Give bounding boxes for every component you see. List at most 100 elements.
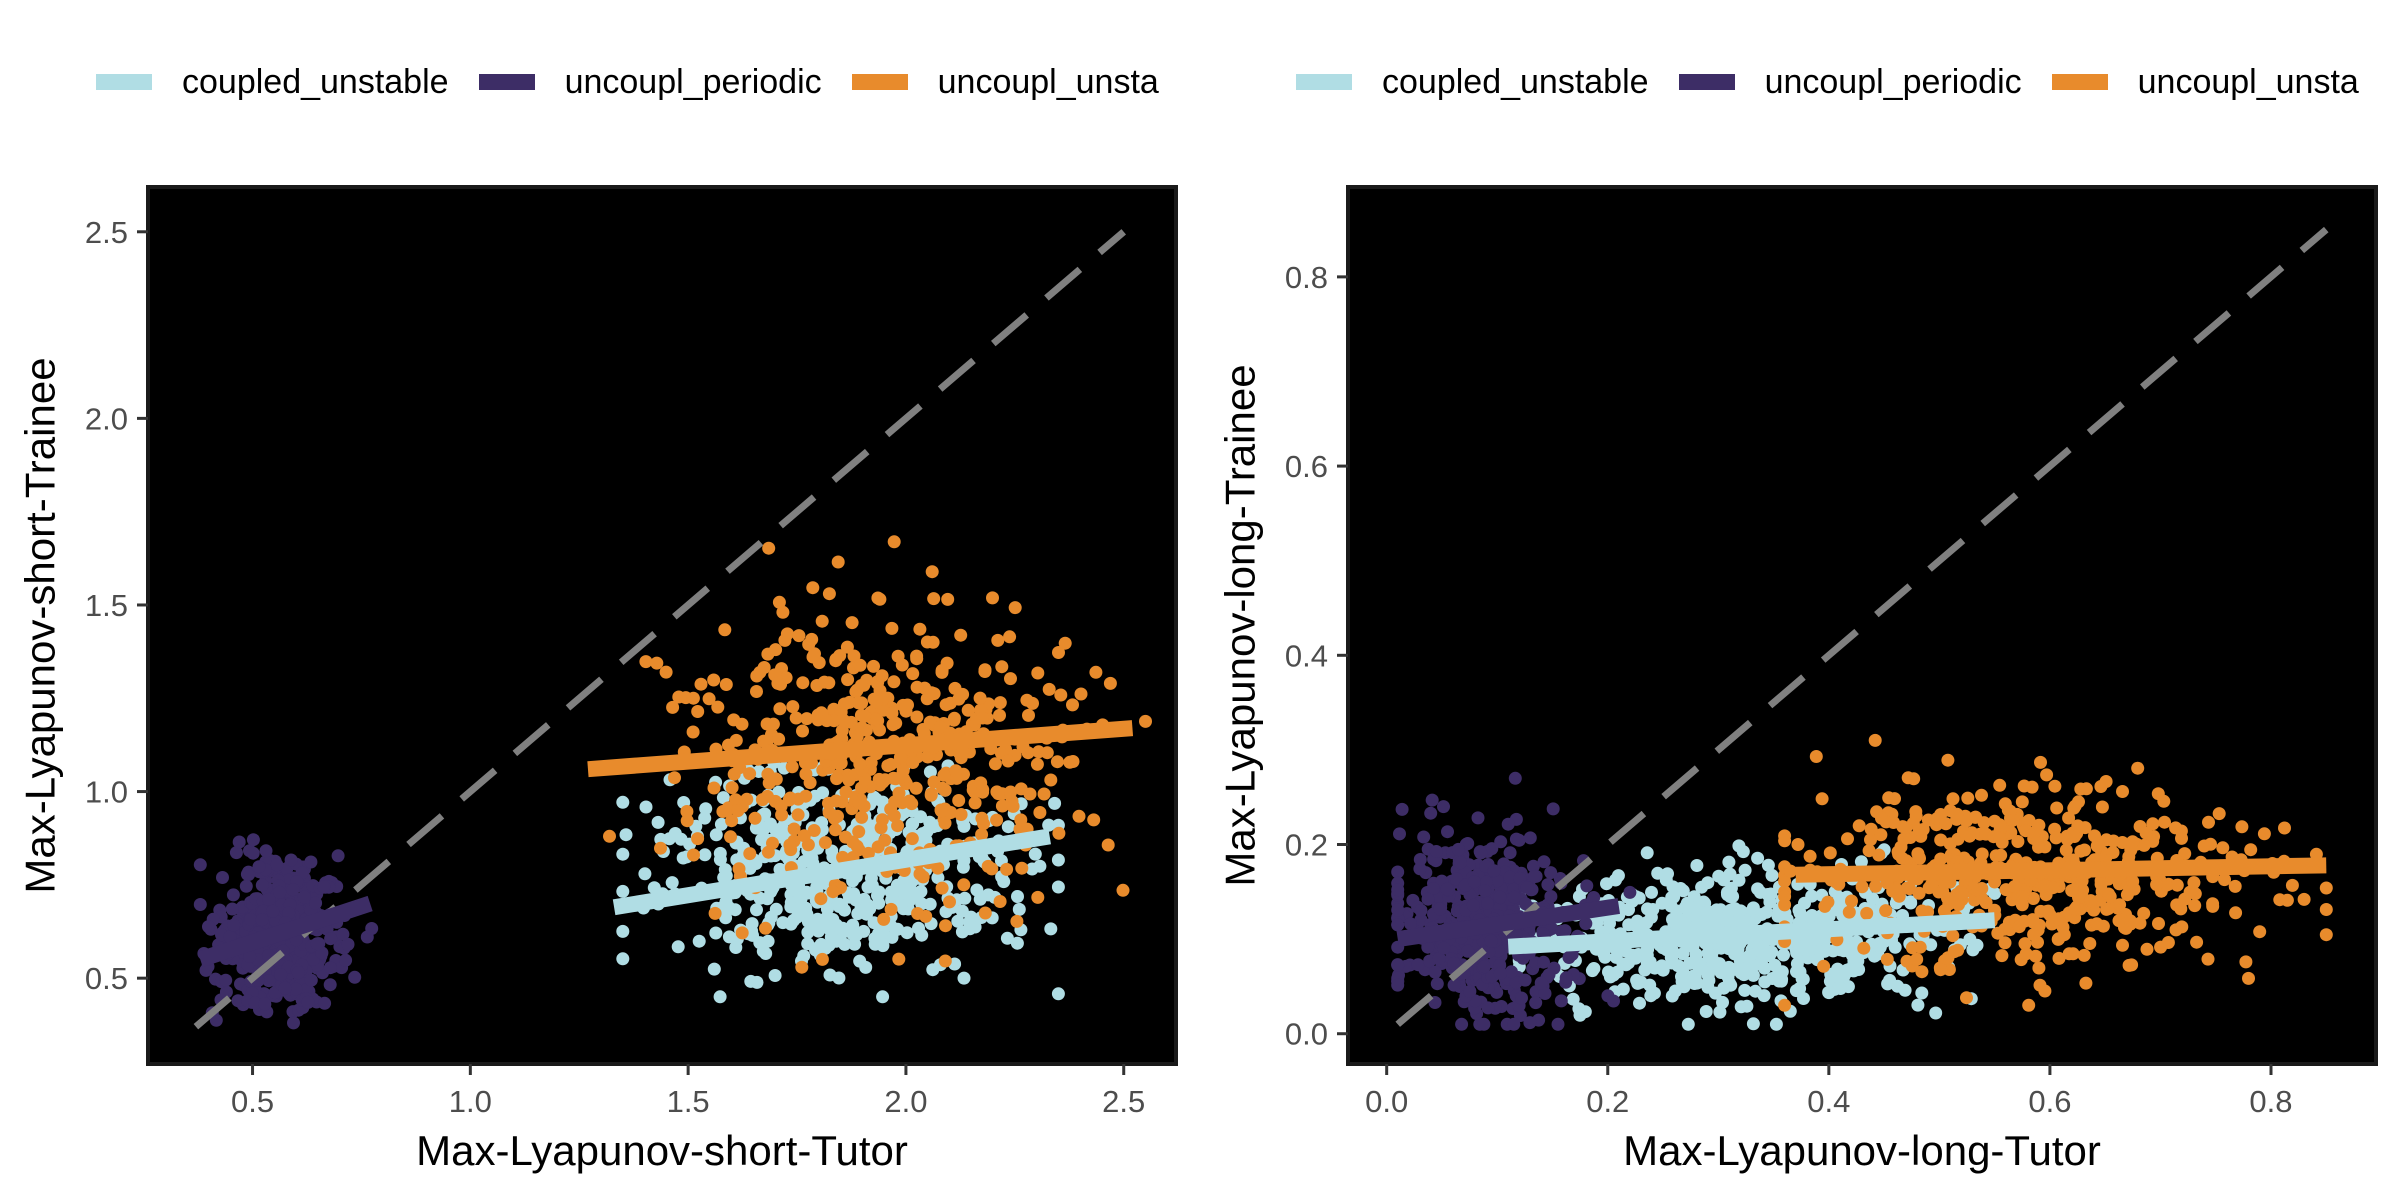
data-point <box>1044 922 1058 936</box>
data-point <box>867 659 880 673</box>
data-point <box>2229 906 2243 920</box>
data-point <box>2319 928 2333 942</box>
data-point <box>246 846 260 860</box>
data-point <box>2026 915 2040 929</box>
data-point <box>309 896 323 910</box>
data-point <box>2072 795 2085 809</box>
data-point <box>1461 837 1475 850</box>
data-point <box>822 806 836 819</box>
data-point <box>687 848 700 862</box>
data-point <box>973 691 987 705</box>
data-point <box>692 934 706 948</box>
data-point <box>1798 896 1811 910</box>
data-point <box>651 815 665 829</box>
data-point <box>255 878 269 892</box>
data-point <box>1478 884 1492 898</box>
data-point <box>876 990 890 1004</box>
data-point <box>995 799 1009 813</box>
data-point <box>817 675 831 689</box>
data-point <box>954 808 968 821</box>
data-point <box>1838 967 1852 981</box>
data-point <box>310 937 324 951</box>
data-point <box>855 696 869 710</box>
data-point <box>869 695 883 709</box>
data-point <box>1493 890 1507 904</box>
data-point <box>1523 1016 1537 1030</box>
data-point <box>2216 841 2230 855</box>
data-point <box>993 708 1006 722</box>
y-tick-label: 0.2 <box>1285 828 1328 863</box>
data-point <box>759 921 772 935</box>
data-point <box>2034 755 2047 769</box>
data-point <box>1975 788 1988 802</box>
x-tick-label: 0.5 <box>231 1084 274 1119</box>
data-point <box>776 605 790 619</box>
data-point <box>1449 872 1463 886</box>
data-point <box>1393 827 1406 841</box>
data-point <box>1910 952 1924 966</box>
data-point <box>790 910 804 924</box>
data-point <box>1975 847 1989 861</box>
data-point <box>1909 809 1923 823</box>
data-point <box>336 927 350 941</box>
data-point <box>816 786 830 800</box>
data-point <box>2099 775 2113 788</box>
data-point <box>1995 949 2009 963</box>
data-point <box>877 912 891 926</box>
data-point <box>865 879 879 892</box>
data-point <box>1899 821 1913 835</box>
data-point <box>665 876 679 890</box>
data-point <box>1665 943 1679 957</box>
data-point <box>216 871 229 884</box>
data-point <box>2018 937 2032 951</box>
data-point <box>785 760 799 774</box>
data-point <box>872 896 886 910</box>
data-point <box>815 952 829 966</box>
data-point <box>2079 782 2093 796</box>
data-point <box>1825 970 1839 984</box>
data-point <box>1031 890 1045 904</box>
data-point <box>887 535 901 549</box>
data-point <box>722 738 735 752</box>
data-point <box>1690 859 1704 872</box>
data-point <box>2102 887 2116 901</box>
data-point <box>2019 947 2033 961</box>
data-point <box>919 909 933 923</box>
data-point <box>1818 944 1831 958</box>
data-point <box>680 805 694 818</box>
data-point <box>728 903 742 917</box>
data-point <box>1395 802 1409 816</box>
data-point <box>849 893 863 907</box>
data-point <box>1544 890 1558 903</box>
data-point <box>1993 778 2007 792</box>
data-point <box>1471 811 1485 825</box>
data-point <box>721 803 734 816</box>
data-point <box>1597 947 1611 961</box>
data-point <box>2011 835 2025 848</box>
data-point <box>709 926 723 940</box>
data-point <box>1712 957 1726 971</box>
data-point <box>1946 792 1960 806</box>
data-point <box>304 973 318 987</box>
data-point <box>1139 714 1152 728</box>
data-point <box>1778 998 1792 1012</box>
data-point <box>1862 844 1876 858</box>
data-point <box>252 860 266 874</box>
data-point <box>826 913 840 926</box>
data-point <box>951 914 965 928</box>
data-point <box>1482 945 1496 959</box>
data-point <box>1929 1006 1943 1020</box>
data-point <box>262 974 276 988</box>
data-point <box>1447 978 1461 992</box>
data-point <box>841 673 855 687</box>
data-point <box>1609 950 1623 964</box>
data-point <box>910 680 924 694</box>
data-point <box>2188 899 2202 913</box>
data-point <box>2071 819 2085 833</box>
data-point <box>1014 813 1028 827</box>
data-point <box>2126 875 2140 888</box>
data-point <box>838 937 852 951</box>
data-point <box>852 825 866 839</box>
data-point <box>1732 873 1746 887</box>
data-point <box>2257 827 2271 841</box>
